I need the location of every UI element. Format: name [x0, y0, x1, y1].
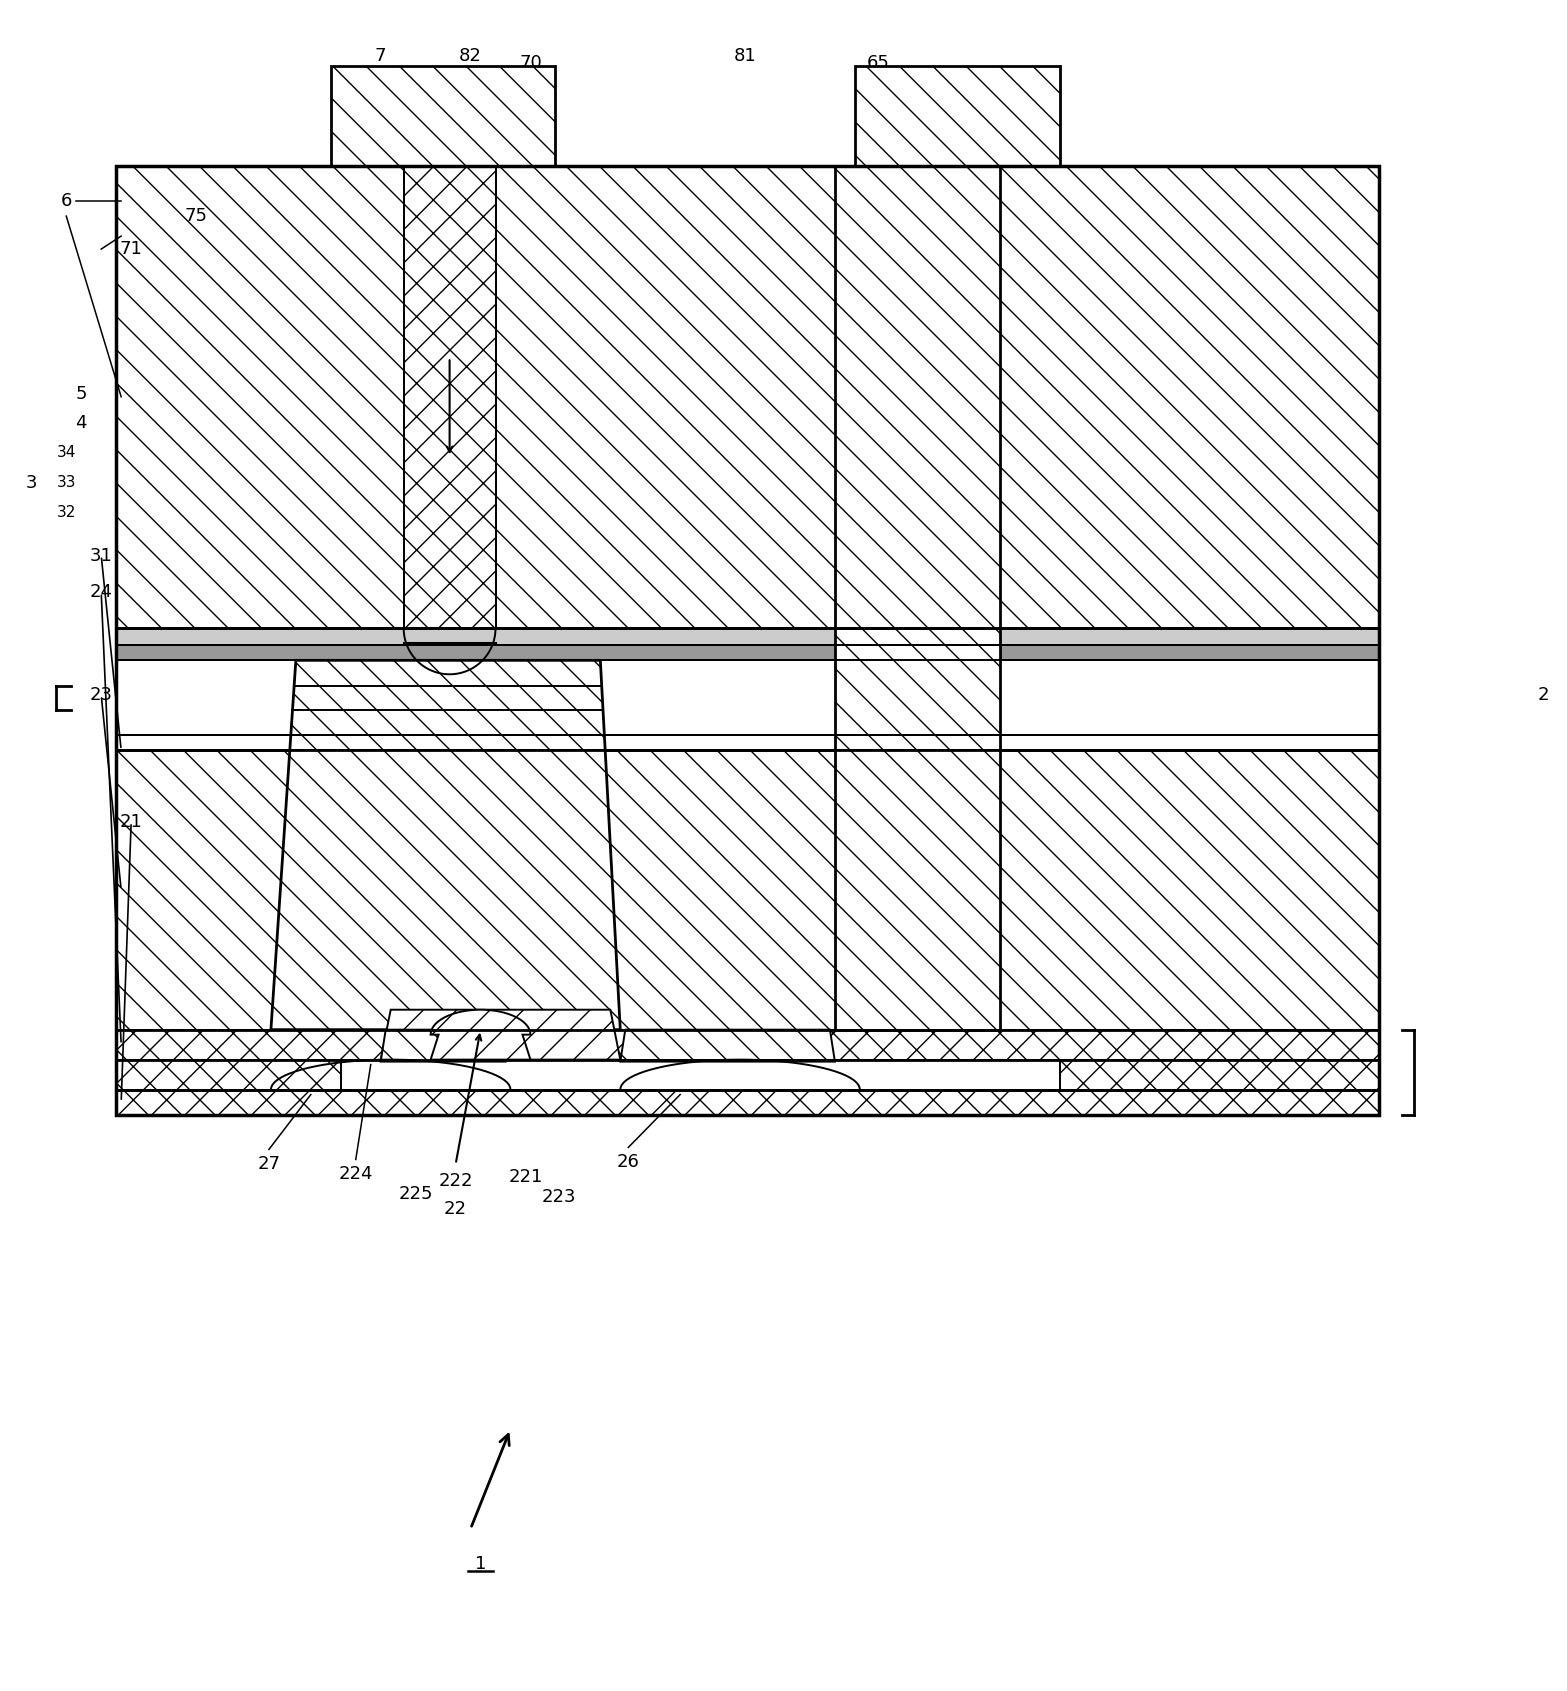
Text: 1: 1 — [475, 1554, 486, 1573]
Text: 33: 33 — [56, 475, 77, 490]
Text: 65: 65 — [867, 54, 888, 73]
Text: 75: 75 — [185, 206, 207, 225]
Bar — [856, 66, 1059, 166]
Text: 22: 22 — [443, 1201, 467, 1218]
Text: 32: 32 — [56, 506, 75, 521]
Text: 23: 23 — [89, 687, 113, 703]
Bar — [116, 1089, 1379, 1114]
Text: 7: 7 — [375, 47, 387, 66]
Text: 81: 81 — [733, 47, 757, 66]
Text: 2: 2 — [1537, 687, 1550, 703]
Bar — [331, 66, 555, 166]
Text: 3: 3 — [25, 473, 38, 492]
Text: 224: 224 — [338, 1165, 373, 1184]
Text: 82: 82 — [459, 47, 483, 66]
Polygon shape — [381, 1010, 621, 1060]
Text: 21: 21 — [119, 813, 143, 830]
Bar — [404, 166, 495, 629]
Text: 225: 225 — [398, 1185, 432, 1204]
Text: 71: 71 — [119, 240, 143, 259]
Bar — [116, 1030, 1379, 1060]
Text: 24: 24 — [89, 583, 113, 602]
Bar — [116, 751, 1379, 1030]
Text: 70: 70 — [519, 54, 542, 73]
Text: 222: 222 — [439, 1172, 473, 1190]
Bar — [1059, 1060, 1379, 1089]
Bar — [835, 166, 1000, 1030]
Text: 223: 223 — [541, 1189, 575, 1206]
Text: 221: 221 — [508, 1168, 542, 1187]
Bar — [116, 166, 1379, 1114]
Text: 27: 27 — [257, 1155, 280, 1174]
Bar — [116, 736, 1379, 751]
Polygon shape — [271, 659, 621, 1030]
Text: 4: 4 — [75, 414, 88, 431]
Polygon shape — [381, 1030, 506, 1062]
Bar — [116, 166, 1379, 1114]
Text: 5: 5 — [75, 386, 88, 402]
Text: 31: 31 — [89, 546, 113, 565]
Bar — [116, 166, 1379, 629]
Text: 26: 26 — [617, 1153, 639, 1172]
Polygon shape — [431, 1010, 531, 1060]
Bar — [116, 1060, 340, 1089]
Bar — [116, 629, 1379, 646]
Text: 34: 34 — [56, 445, 75, 460]
Polygon shape — [621, 1030, 835, 1062]
Bar — [116, 646, 1379, 659]
Text: 6: 6 — [61, 193, 72, 210]
